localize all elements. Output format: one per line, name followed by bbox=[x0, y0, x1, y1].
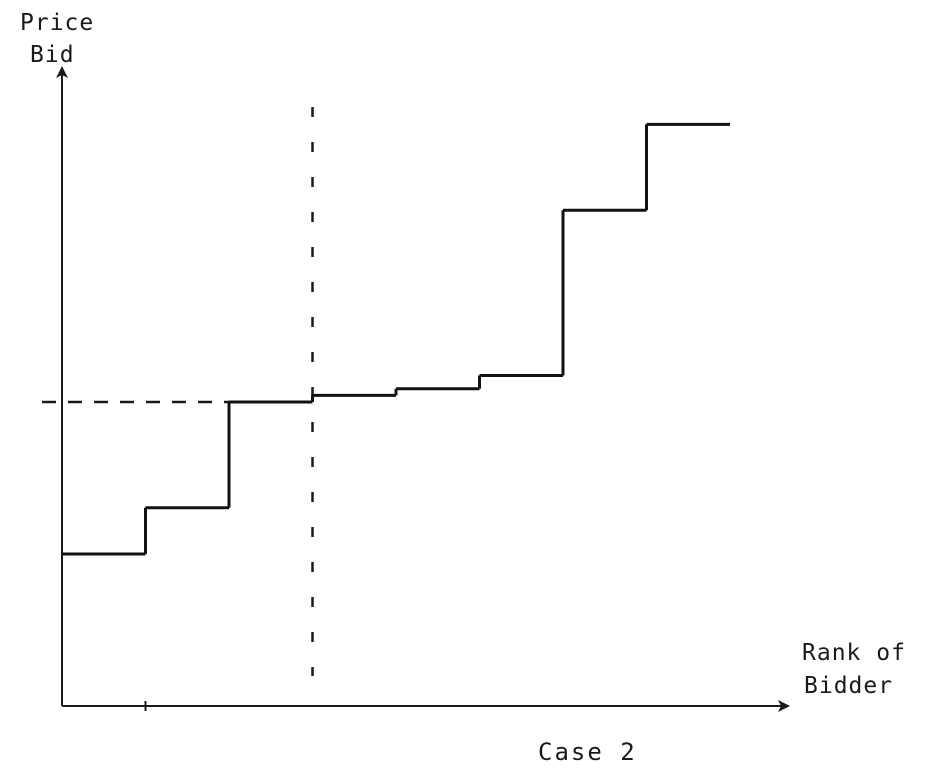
x-axis-label-line-2: Bidder bbox=[804, 673, 893, 699]
reference-lines bbox=[42, 107, 314, 676]
x-axis-label-line-1: Rank of bbox=[802, 640, 906, 666]
step-series bbox=[62, 122, 730, 556]
chart-caption: Case 2 bbox=[538, 738, 637, 766]
y-axis-label-line-2: Bid bbox=[30, 42, 75, 68]
y-axis-label-line-1: Price bbox=[20, 10, 94, 36]
